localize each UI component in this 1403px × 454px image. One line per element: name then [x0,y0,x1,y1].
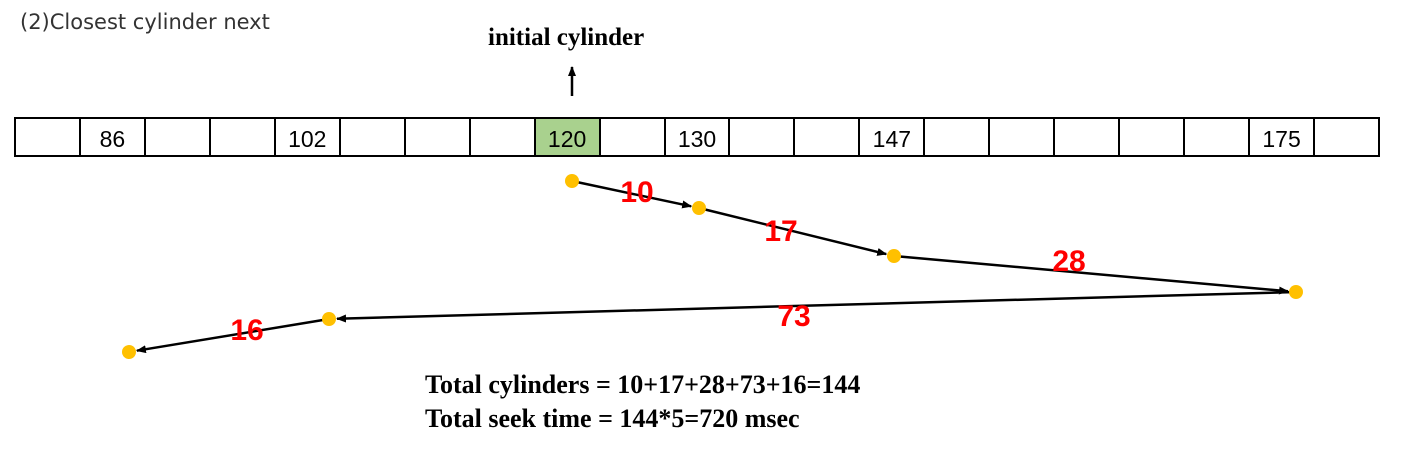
seek-point-175 [1289,285,1303,299]
summary-block: Total cylinders = 10+17+28+73+16=144 Tot… [425,368,860,436]
total-seek-time-text: Total seek time = 144*5=720 msec [425,404,800,433]
cylinder-cell-empty [1315,119,1381,155]
seek-point-120 [565,174,579,188]
cylinder-cell-empty [406,119,471,155]
cylinder-cell-empty [1120,119,1186,155]
cylinder-cell-empty [601,119,666,155]
seek-distance-label: 10 [620,176,653,209]
diagram-heading: (2)Closest cylinder next [20,10,270,34]
total-cylinders-text: Total cylinders = 10+17+28+73+16=144 [425,370,861,399]
cylinder-cell-empty [795,119,861,155]
cylinder-cell-empty [341,119,406,155]
cylinder-cell-147: 147 [860,119,926,155]
seek-distance-label: 16 [230,314,263,347]
seek-point-147 [887,249,901,263]
cylinder-cell-120: 120 [535,119,601,155]
cylinder-cell-empty [146,119,211,155]
seek-distance-label: 28 [1052,245,1085,278]
seek-arrow-175-to-102 [335,290,1297,323]
cylinder-cell-empty [990,119,1056,155]
seek-arrow-102-to-86 [135,317,330,354]
seek-arrow-130-to-147 [698,206,888,256]
initial-cylinder-label: initial cylinder [488,24,645,51]
cylinder-cell-empty [211,119,276,155]
cylinder-cell-empty [16,119,81,155]
cylinder-cell-175: 175 [1250,119,1316,155]
cylinder-cell-empty [1185,119,1251,155]
seek-arrow-147-to-175 [893,254,1290,295]
cylinder-cell-empty [471,119,536,155]
cylinder-track: 86 102 120 130 147 175 [14,117,1381,157]
seek-points [122,174,1303,359]
seek-distance-label: 17 [764,215,797,248]
seek-point-86 [122,345,136,359]
seek-point-102 [322,312,336,326]
seek-point-130 [692,201,706,215]
cylinder-cell-86: 86 [81,119,146,155]
cylinder-cell-empty [1055,119,1121,155]
seek-segments [135,179,1297,354]
cylinder-cell-130: 130 [666,119,731,155]
seek-distance-labels: 10 17 28 73 16 [230,176,1085,347]
seek-distance-label: 73 [777,300,810,333]
seek-arrow-120-to-130 [571,179,693,209]
cylinder-cell-102: 102 [276,119,341,155]
cylinder-cell-empty [925,119,991,155]
cylinder-cell-empty [730,119,796,155]
